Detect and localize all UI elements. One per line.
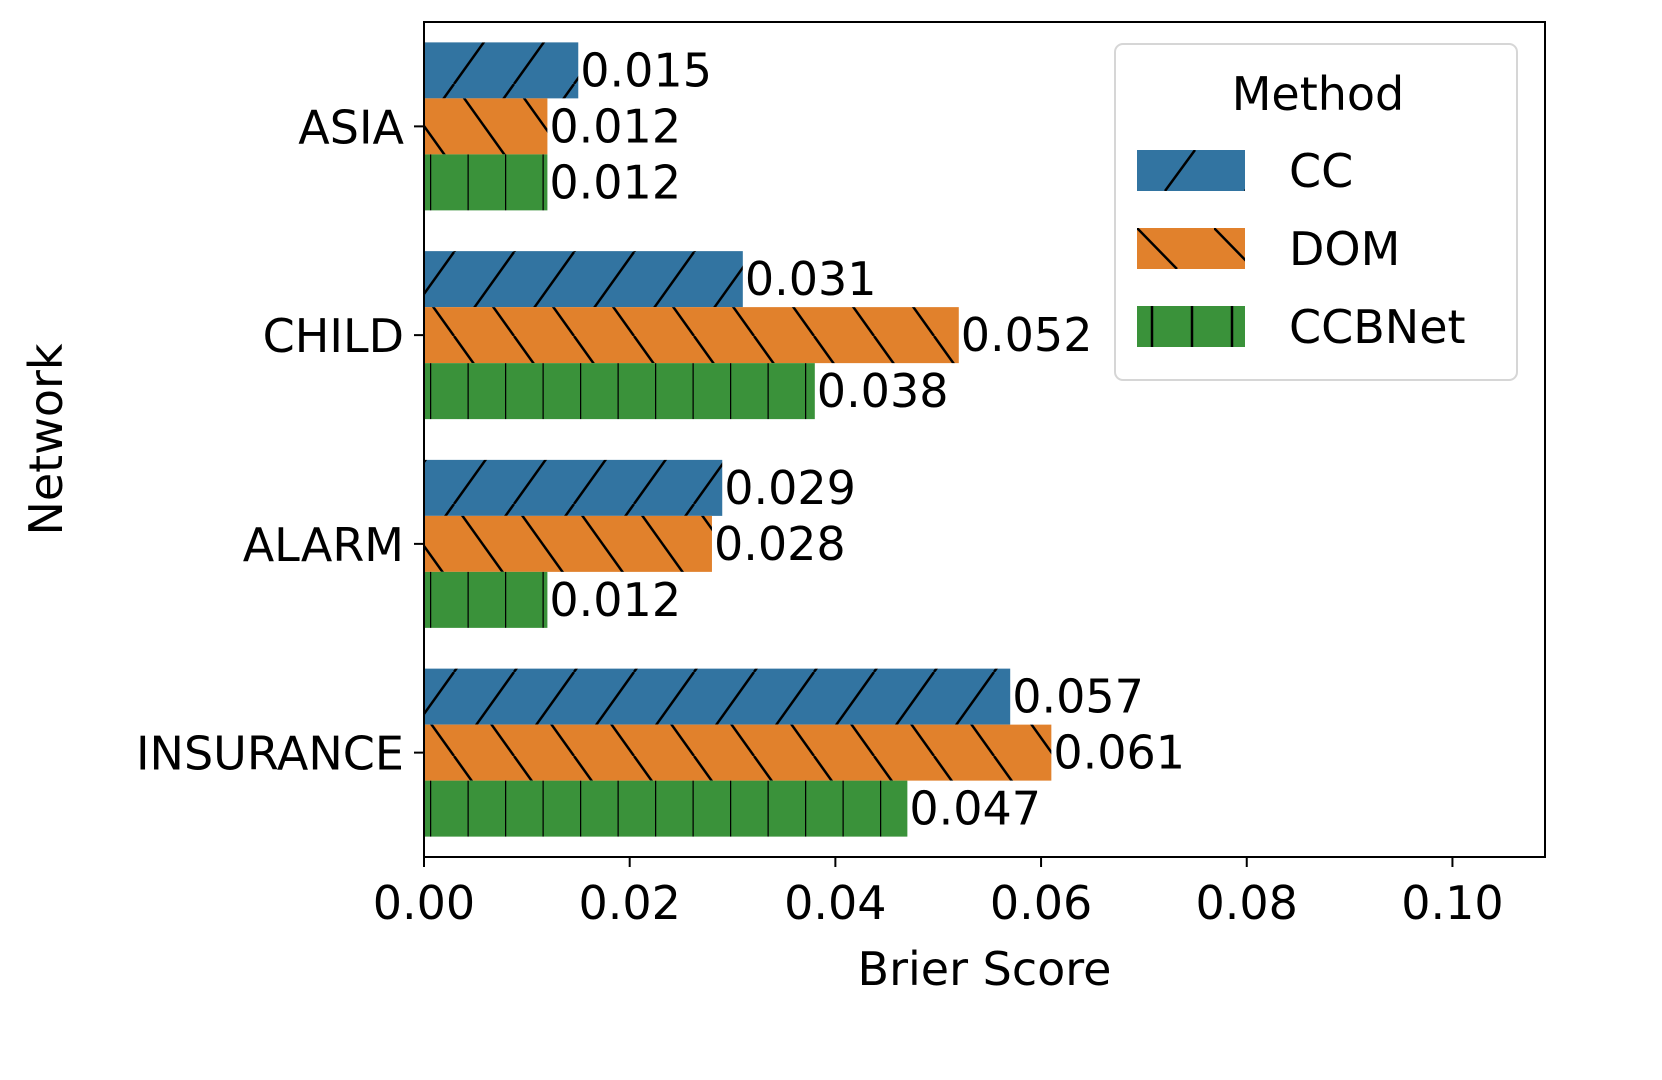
value-label-child-ccbnet: 0.038 <box>817 364 949 418</box>
legend-swatch-ccbnet <box>1137 306 1245 347</box>
bar-asia-cc <box>424 42 579 99</box>
value-label-alarm-dom: 0.028 <box>714 517 846 571</box>
x-tick-label: 0.02 <box>578 876 680 930</box>
legend-swatch-cc <box>1137 150 1245 191</box>
legend-label-ccbnet: CCBNet <box>1289 300 1466 354</box>
legend-item-cc: CC <box>1137 144 1353 198</box>
legend-item-ccbnet: CCBNet <box>1137 300 1466 354</box>
y-axis-label: Network <box>19 343 73 535</box>
value-label-asia-cc: 0.015 <box>580 43 712 97</box>
y-tick-label-alarm: ALARM <box>243 518 404 572</box>
legend-label-dom: DOM <box>1289 222 1400 276</box>
value-label-child-cc: 0.031 <box>745 252 877 306</box>
value-label-alarm-cc: 0.029 <box>724 461 856 515</box>
bar-insurance-dom <box>424 724 1052 781</box>
x-tick-label: 0.10 <box>1401 876 1503 930</box>
value-label-asia-dom: 0.012 <box>549 99 681 153</box>
bar-child-ccbnet <box>424 363 815 420</box>
value-labels-layer: 0.0150.0120.0120.0310.0520.0380.0290.028… <box>549 43 1185 835</box>
value-label-insurance-dom: 0.061 <box>1053 726 1185 780</box>
value-label-child-dom: 0.052 <box>961 308 1093 362</box>
value-label-insurance-cc: 0.057 <box>1012 670 1144 724</box>
y-tick-label-child: CHILD <box>263 309 404 363</box>
y-axis: ASIA CHILD ALARM INSURANCE <box>136 100 424 781</box>
legend: Method CC DOM CCBNet <box>1114 43 1518 381</box>
bar-child-dom <box>424 307 959 364</box>
legend-label-cc: CC <box>1289 144 1353 198</box>
value-label-insurance-ccbnet: 0.047 <box>909 782 1041 836</box>
bar-insurance-cc <box>424 668 1011 725</box>
x-axis: 0.00 0.02 0.04 0.06 0.08 0.10 <box>373 857 1504 930</box>
bars-layer <box>424 42 1052 837</box>
legend-box <box>1114 43 1518 381</box>
legend-item-dom: DOM <box>1137 222 1400 276</box>
x-tick-label: 0.06 <box>990 876 1092 930</box>
value-label-asia-ccbnet: 0.012 <box>549 155 681 209</box>
x-axis-label: Brier Score <box>858 942 1112 996</box>
plot-frame <box>423 21 1546 858</box>
value-label-alarm-ccbnet: 0.012 <box>549 573 681 627</box>
legend-items: CC DOM CCBNet <box>1137 144 1466 354</box>
bar-insurance-ccbnet <box>424 780 908 837</box>
bar-alarm-dom <box>424 515 712 572</box>
y-tick-label-asia: ASIA <box>298 100 404 154</box>
x-tick-label: 0.04 <box>784 876 886 930</box>
bar-child-cc <box>424 251 743 308</box>
bar-asia-ccbnet <box>424 154 548 211</box>
bar-asia-dom <box>424 98 548 155</box>
y-tick-label-insurance: INSURANCE <box>136 727 404 781</box>
legend-swatch-dom <box>1137 228 1245 269</box>
x-tick-label: 0.00 <box>373 876 475 930</box>
bar-alarm-ccbnet <box>424 571 548 628</box>
bar-alarm-cc <box>424 459 723 516</box>
legend-title: Method <box>1232 67 1405 121</box>
x-tick-label: 0.08 <box>1196 876 1298 930</box>
